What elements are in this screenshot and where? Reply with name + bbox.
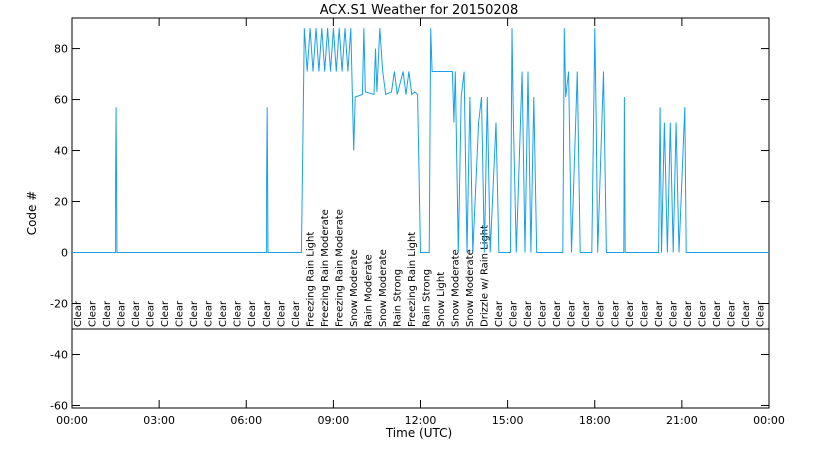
x-axis-label: Time (UTC) (385, 426, 452, 440)
x-tick-label: 06:00 (230, 414, 262, 427)
annotation: Clear (117, 300, 128, 327)
y-tick-label: 0 (61, 247, 68, 260)
annotation: Snow Moderate (349, 249, 360, 327)
annotation: Rain Strong (422, 269, 433, 327)
annotation: Clear (175, 300, 186, 327)
annotation: Clear (189, 300, 200, 327)
annotation: Clear (276, 300, 287, 327)
data-line (72, 28, 769, 253)
x-tick-label: 00:00 (753, 414, 785, 427)
annotation: Clear (291, 300, 302, 327)
annotation: Clear (654, 300, 665, 327)
annotation: Clear (509, 300, 520, 327)
annotation: Clear (741, 300, 752, 327)
y-axis-label: Code # (25, 191, 39, 236)
annotation: Clear (567, 300, 578, 327)
x-tick-label: 18:00 (579, 414, 611, 427)
annotation: Clear (131, 300, 142, 327)
annotation: Clear (726, 300, 737, 327)
annotation: Clear (639, 300, 650, 327)
annotation: Clear (73, 300, 84, 327)
annotation: Clear (88, 300, 99, 327)
x-tick-label: 00:00 (56, 414, 88, 427)
annotation: Clear (668, 300, 679, 327)
annotation: Clear (538, 300, 549, 327)
annotation: Clear (102, 300, 113, 327)
chart-title: ACX.S1 Weather for 20150208 (320, 3, 518, 18)
y-tick-label: 60 (54, 94, 68, 107)
annotation: Snow Moderate (465, 249, 476, 327)
annotation: Clear (581, 300, 592, 327)
y-tick-label: 40 (54, 145, 68, 158)
annotation: Clear (160, 300, 171, 327)
annotation: Clear (146, 300, 157, 327)
y-tick-label: -40 (50, 348, 68, 361)
annotation: Clear (247, 300, 258, 327)
annotation: Clear (262, 300, 273, 327)
annotation: Freezing Rain Light (407, 232, 418, 327)
annotation: Clear (697, 300, 708, 327)
y-tick-label: -20 (50, 297, 68, 310)
annotation: Clear (625, 300, 636, 327)
x-tick-label: 15:00 (492, 414, 524, 427)
annotation: Clear (552, 300, 563, 327)
annotation: Snow Moderate (451, 249, 462, 327)
annotation: Clear (596, 300, 607, 327)
x-tick-label: 12:00 (405, 414, 437, 427)
annotation: Drizzle w/ Rain Light (480, 225, 491, 327)
annotation: Rain Strong (392, 269, 403, 327)
x-tick-label: 21:00 (666, 414, 698, 427)
annotation: Rain Moderate (363, 254, 374, 327)
annotation: Freezing Rain Light (305, 232, 316, 327)
annotation: Clear (494, 300, 505, 327)
y-tick-label: 80 (54, 43, 68, 56)
annotation: Clear (755, 300, 766, 327)
annotation: Clear (218, 300, 229, 327)
annotation: Clear (523, 300, 534, 327)
annotation: Snow Light (436, 272, 447, 327)
annotation: Clear (204, 300, 215, 327)
annotation: Freezing Rain Moderate (334, 209, 345, 327)
annotation: Clear (610, 300, 621, 327)
x-tick-label: 03:00 (143, 414, 175, 427)
annotation: Clear (712, 300, 723, 327)
annotation: Snow Moderate (378, 249, 389, 327)
annotation: Freezing Rain Moderate (320, 209, 331, 327)
y-tick-label: -60 (50, 399, 68, 412)
annotation: Clear (683, 300, 694, 327)
y-tick-label: 20 (54, 196, 68, 209)
annotation: Clear (233, 300, 244, 327)
x-tick-label: 09:00 (318, 414, 350, 427)
